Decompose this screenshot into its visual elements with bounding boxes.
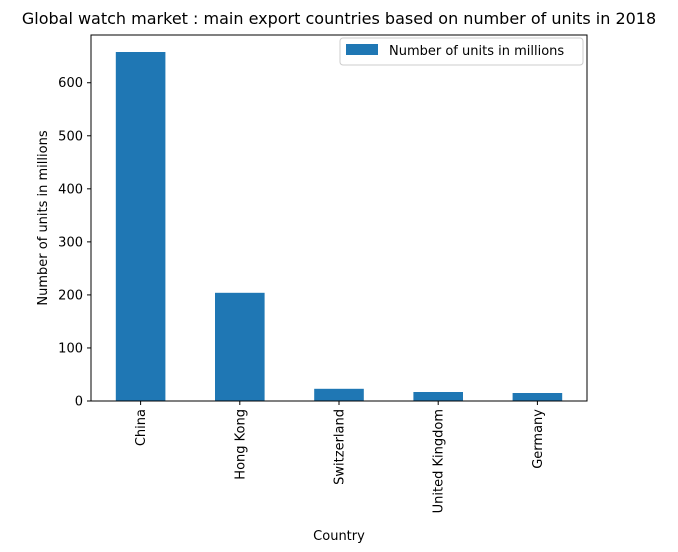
y-axis: 0 100 200 300 400 500 600 [58, 76, 91, 410]
bars-group [115, 52, 563, 401]
x-tick-label: United Kingdom [432, 409, 447, 513]
legend-label: Number of units in millions [389, 44, 564, 59]
legend: Number of units in millions [339, 37, 584, 66]
plot-frame [90, 34, 588, 402]
x-tick-label: Switzerland [333, 409, 348, 485]
y-tick-label: 300 [58, 235, 83, 250]
legend-frame [339, 37, 584, 66]
x-tick-label: Hong Kong [233, 409, 248, 480]
y-tick-label: 0 [75, 395, 83, 410]
bar [115, 52, 166, 401]
y-tick-label: 400 [58, 182, 83, 197]
bar [512, 393, 563, 401]
y-tick-label: 500 [58, 129, 83, 144]
x-axis: China Hong Kong Switzerland United Kingdom G… [134, 401, 546, 513]
x-tick-label: China [134, 409, 149, 446]
y-tick-label: 600 [58, 76, 83, 91]
y-axis-label: Number of units in millions [36, 130, 51, 305]
x-tick-label: Germany [531, 409, 546, 469]
y-tick-label: 100 [58, 341, 83, 356]
bar [314, 388, 364, 401]
bar [413, 392, 463, 401]
y-tick-label: 200 [58, 288, 83, 303]
bar [215, 292, 265, 401]
legend-swatch [346, 44, 378, 55]
chart-title: Global watch market : main export countr… [22, 9, 656, 28]
x-axis-label: Country [313, 529, 365, 544]
